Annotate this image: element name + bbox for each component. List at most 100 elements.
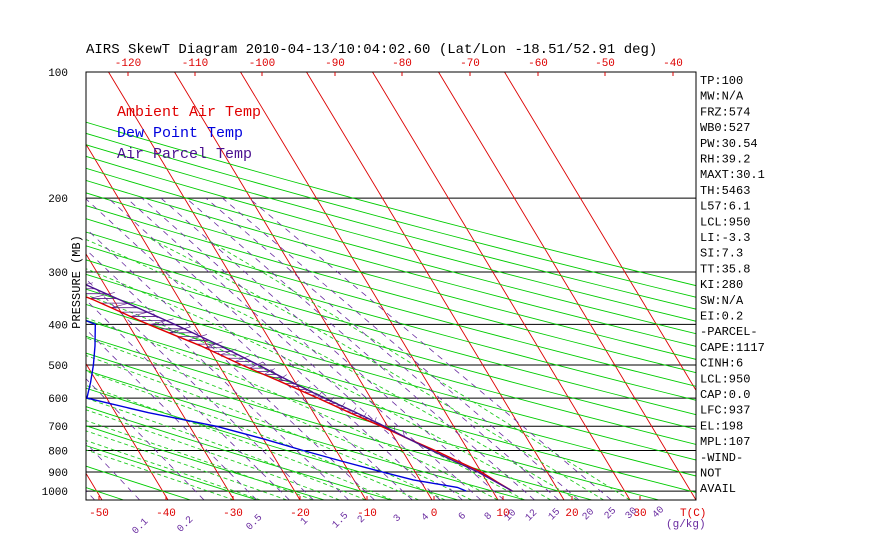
- dry-adiabat-line: [86, 288, 696, 461]
- mixing-ratio-label: 20: [581, 507, 597, 523]
- dry-adiabat-line: [86, 179, 696, 347]
- bottom-temperature-label: -30: [223, 508, 243, 520]
- pressure-tick-label: 500: [48, 361, 68, 373]
- stats-item: MPL:107: [700, 435, 750, 449]
- cape-hatch-diagonal: [316, 391, 323, 399]
- bottom-temperature-ticks: -50 -40 -30 -20 -10 0 10 20 30: [89, 496, 647, 520]
- isotherm-line: [86, 362, 169, 500]
- mixing-ratio-line: [86, 378, 205, 500]
- dry-adiabat-line: [86, 245, 696, 416]
- isotherm-line: [108, 72, 367, 500]
- bottom-temperature-label: -20: [290, 508, 310, 520]
- stats-item: LCL:950: [700, 372, 750, 386]
- stats-item: L57:6.1: [700, 200, 750, 214]
- isotherm-line: [438, 72, 696, 500]
- dry-adiabat-line: [86, 369, 526, 500]
- dew-point-series: [86, 319, 467, 492]
- isotherm-lines: [86, 72, 696, 500]
- legend-item: Ambient Air Temp: [117, 104, 261, 121]
- moist-adiabat-line: [86, 268, 552, 500]
- cape-hatch-diagonal: [263, 368, 276, 375]
- chart-title: AIRS SkewT Diagram 2010-04-13/10:04:02.6…: [86, 42, 657, 58]
- mixing-ratio-line: [86, 228, 375, 500]
- y-axis-label: PRESSURE (MB): [70, 235, 84, 329]
- pressure-tick-label: 1000: [42, 487, 68, 499]
- stats-item: SW:N/A: [700, 294, 744, 308]
- top-temperature-ticks: -120 -110 -100 -90 -80 -70 -60 -50 -40: [115, 58, 683, 76]
- pressure-tick-labels: 100 200 300 400 500 600 700 800 900 1000: [42, 68, 68, 499]
- dry-adiabat-line: [86, 144, 696, 310]
- pressure-tick-label: 800: [48, 447, 68, 459]
- mixing-ratio-unit-label: (g/kg): [666, 519, 706, 531]
- cape-hatch-diagonal: [0, 250, 14, 256]
- moist-adiabat-line: [86, 420, 314, 500]
- stats-item: MAXT:30.1: [700, 168, 765, 182]
- bottom-temperature-label: 0: [431, 508, 438, 520]
- cape-hatch-diagonal: [374, 417, 377, 424]
- moist-adiabat-line: [86, 355, 446, 500]
- bottom-temperature-label: -40: [156, 508, 176, 520]
- isotherm-line: [86, 253, 235, 500]
- chart-legend: Ambient Air Temp Dew Point Temp Air Parcel…: [117, 104, 261, 163]
- pressure-tick-label: 900: [48, 468, 68, 480]
- legend-item: Dew Point Temp: [117, 125, 243, 142]
- dry-adiabat-line: [86, 335, 660, 500]
- dry-adiabat-line: [86, 155, 696, 322]
- pressure-tick-label: 100: [48, 68, 68, 80]
- stats-item: TP:100: [700, 74, 743, 88]
- mixing-ratio-line: [248, 197, 612, 500]
- cape-hatch-diagonal: [14, 262, 44, 268]
- top-temperature-label: -70: [460, 58, 480, 70]
- dry-adiabat-line: [86, 132, 696, 298]
- dry-adiabat-line: [86, 352, 593, 500]
- dry-adiabat-line: [86, 231, 696, 401]
- top-temperature-label: -50: [595, 58, 615, 70]
- cape-hatch-diagonal: [351, 407, 357, 414]
- moist-adiabat-line: [86, 337, 472, 500]
- stats-item: WB0:527: [700, 121, 750, 135]
- top-temperature-label: -110: [182, 58, 208, 70]
- parcel-temp-series: [86, 284, 513, 492]
- moist-adiabat-line: [86, 238, 578, 500]
- isotherm-line: [504, 72, 696, 392]
- mixing-ratio-line: [108, 197, 441, 500]
- stats-item: KI:280: [700, 278, 743, 292]
- dry-adiabat-line: [86, 387, 459, 500]
- plot-frame: [85, 71, 697, 501]
- mixing-ratio-labels: 0.1 0.2 0.5 1 1.5 2 3 4 6 8 10 12 15 20 25 30 40: [131, 505, 667, 537]
- stats-item: LI:-3.3: [700, 231, 750, 245]
- mixing-ratio-line: [86, 442, 140, 500]
- cape-hatch-diagonal: [149, 318, 174, 326]
- dry-adiabat-line: [86, 259, 696, 430]
- pressure-tick-label: 300: [48, 268, 68, 280]
- top-temperature-label: -100: [249, 58, 275, 70]
- moist-adiabat-line: [86, 440, 261, 500]
- mixing-ratio-line: [126, 197, 463, 500]
- isotherm-line: [86, 472, 103, 500]
- stats-item: CAP:0.0: [700, 388, 750, 402]
- moist-adiabat-line: [86, 294, 525, 500]
- cape-hatch-diagonal: [89, 292, 115, 299]
- stats-item: EL:198: [700, 419, 743, 433]
- mixing-ratio-label: 0.5: [245, 513, 266, 534]
- mixing-ratio-line: [86, 198, 413, 500]
- cape-hatch-diagonal: [168, 326, 191, 334]
- mixing-ratio-label: 8: [483, 511, 495, 523]
- mixing-ratio-label: 15: [547, 507, 563, 523]
- dry-adiabat-line: [86, 406, 392, 500]
- moist-adiabat-line: [86, 409, 340, 500]
- mixing-ratio-lines: [86, 197, 612, 500]
- dry-adiabat-line: [86, 425, 325, 500]
- cape-hatch-diagonal: [110, 301, 136, 308]
- mixing-ratio-label: 1.5: [331, 511, 352, 532]
- mixing-ratio-label: 12: [524, 508, 540, 524]
- mixing-ratio-line: [160, 197, 505, 500]
- cape-hatch-diagonal: [204, 341, 223, 349]
- stats-item: RH:39.2: [700, 153, 750, 167]
- cape-hatch-diagonal: [340, 402, 346, 409]
- mixing-ratio-line: [141, 197, 482, 500]
- stats-item: SI:7.3: [700, 247, 743, 261]
- stats-item: TT:35.8: [700, 262, 750, 276]
